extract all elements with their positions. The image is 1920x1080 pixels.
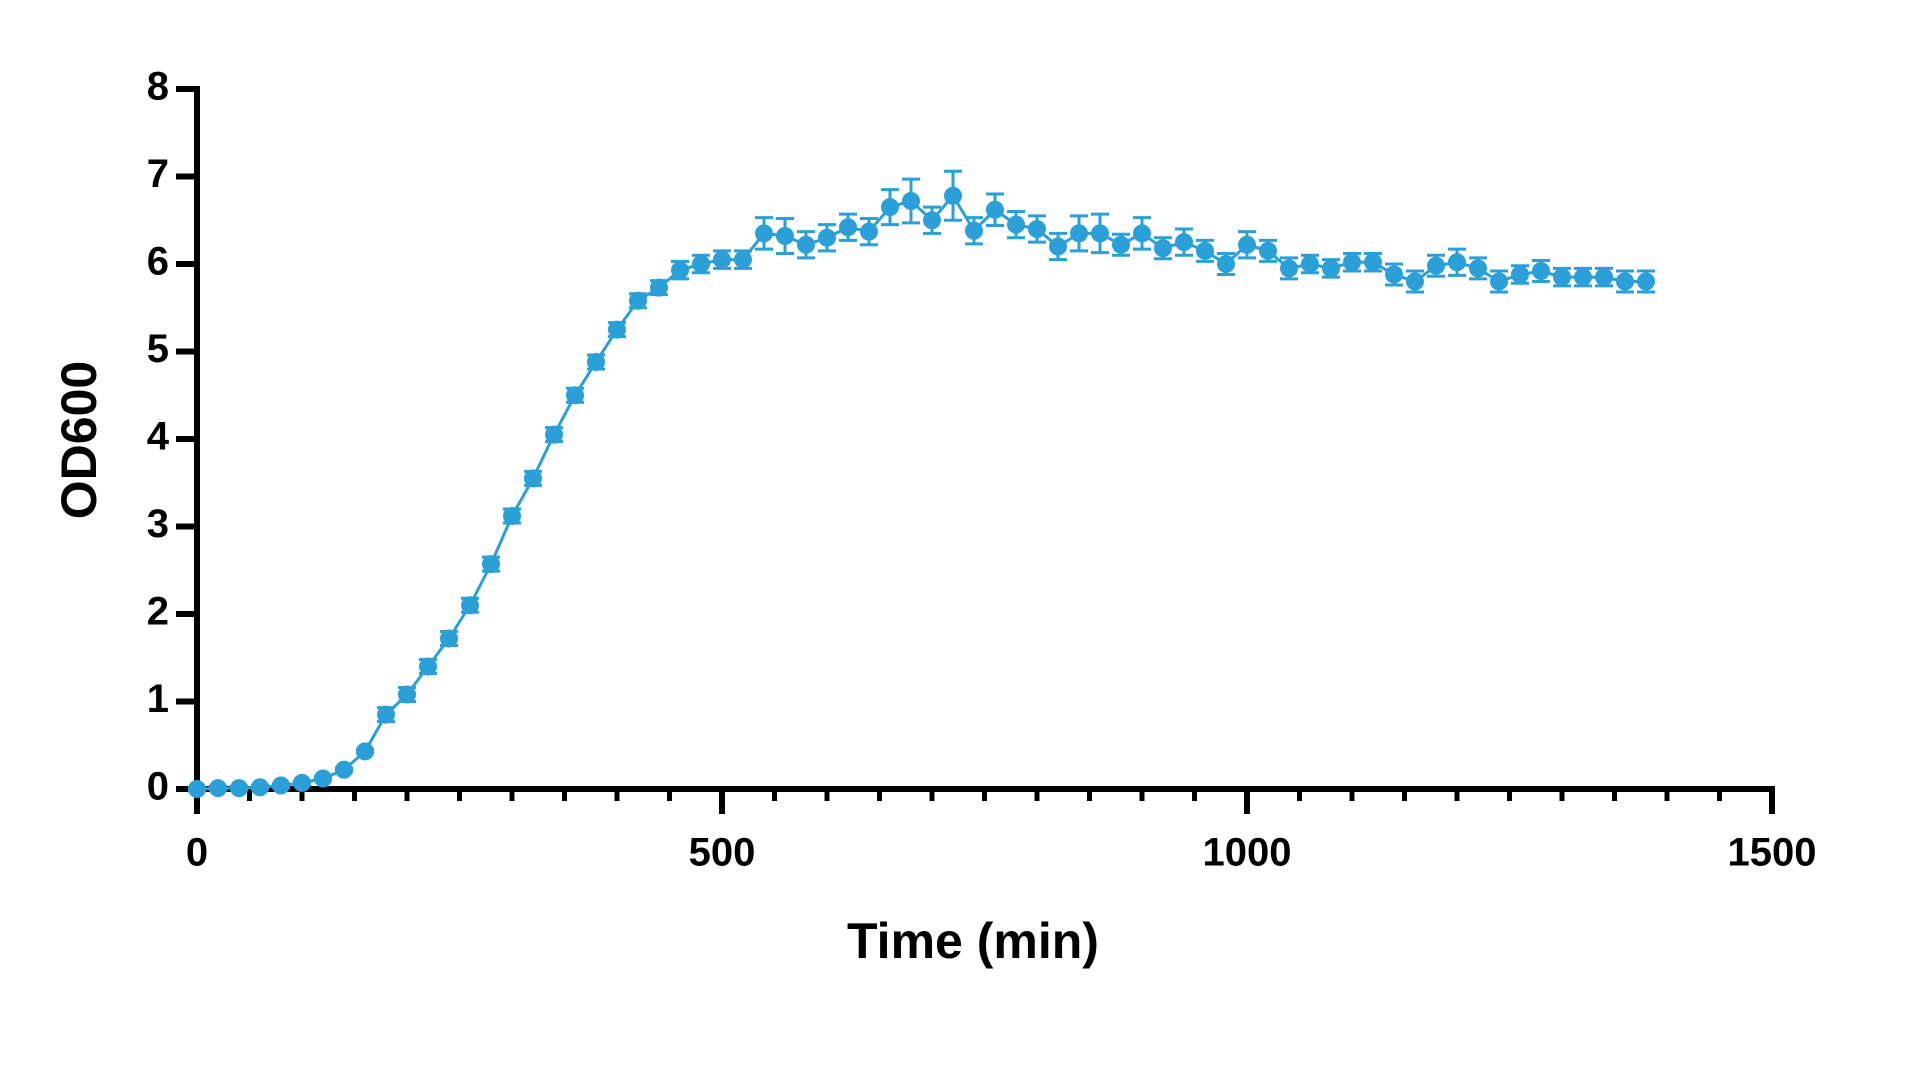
data-point [1133,224,1151,243]
y-tick-label: 3 [147,502,169,546]
data-point [1196,241,1214,260]
data-point [1532,262,1550,280]
data-point [461,596,479,615]
data-point [1280,259,1298,278]
x-tick-label: 0 [186,831,208,875]
y-tick-label: 2 [147,590,169,634]
data-point [251,778,269,797]
data-point [1406,272,1424,291]
data-point [713,250,731,269]
data-point [1511,265,1529,284]
data-point [902,192,920,210]
data-point [671,261,689,280]
data-point [1595,268,1613,287]
data-point [545,425,563,444]
data-point [965,221,983,240]
data-point [377,705,395,724]
data-point [230,779,248,798]
data-point [1448,253,1466,272]
data-point [587,353,605,371]
data-point [1301,255,1319,273]
data-point [335,760,353,779]
data-point [293,773,311,792]
data-point [608,320,626,339]
data-point [209,779,227,798]
data-point [923,211,941,230]
y-tick-label: 6 [147,240,169,284]
data-point [1007,215,1025,234]
data-point [356,742,374,761]
data-point [398,685,416,704]
data-point [1490,272,1508,291]
data-point [692,255,710,273]
data-point [503,507,521,525]
data-point [797,235,815,254]
data-point [440,629,458,648]
data-point [1154,239,1172,258]
data-point [524,469,542,488]
data-point [566,386,584,405]
y-tick-label: 7 [147,152,169,196]
data-point [818,228,836,247]
data-point [1637,272,1655,291]
data-point [650,278,668,297]
data-point [1385,265,1403,284]
data-point [1574,268,1592,287]
x-tick-label: 1000 [1203,831,1292,875]
data-point [1469,259,1487,278]
data-point [986,200,1004,219]
data-point [839,218,857,237]
y-tick-label: 1 [147,677,169,721]
data-point [776,227,794,245]
data-point [1028,220,1046,238]
data-point [482,555,500,574]
data-point [314,769,332,788]
data-point [881,198,899,217]
data-point [860,222,878,241]
x-axis-title: Time (min) [847,913,1099,969]
y-tick-label: 8 [147,65,169,109]
y-tick-label: 0 [147,765,169,809]
data-point [1427,256,1445,275]
data-point [1112,235,1130,254]
y-axis-title: OD600 [51,361,107,519]
data-point [1553,268,1571,287]
data-point [1616,272,1634,291]
data-point [1091,224,1109,243]
data-point [1049,237,1067,256]
x-tick-label: 500 [689,831,756,875]
data-point [755,224,773,243]
data-point [188,780,206,798]
data-point [272,776,290,795]
data-point [1343,253,1361,272]
data-point [1070,224,1088,243]
x-tick-label: 1500 [1728,831,1817,875]
y-tick-label: 4 [147,415,170,459]
data-point [1238,235,1256,254]
data-point [419,657,437,676]
data-point [944,186,962,205]
data-point [1364,253,1382,272]
data-point [629,291,647,310]
data-point [1259,241,1277,260]
data-line [196,193,1646,791]
data-point [734,250,752,269]
data-point [1217,255,1235,273]
y-tick-label: 5 [147,327,169,371]
data-point [1175,233,1193,252]
data-point [1322,259,1340,278]
